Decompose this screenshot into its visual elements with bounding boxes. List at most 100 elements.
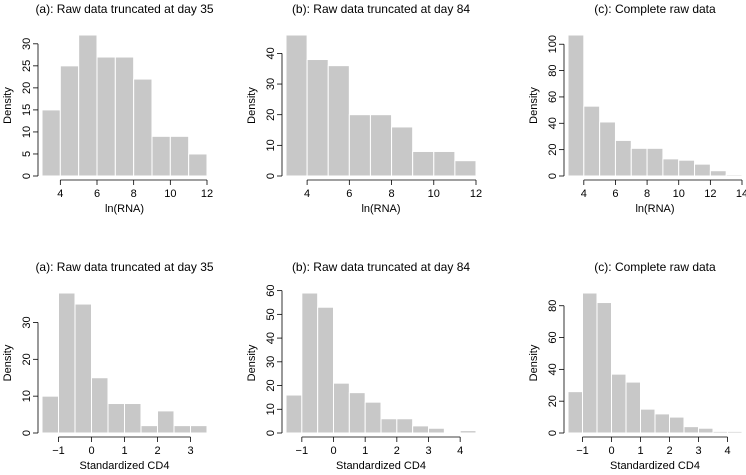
histogram-bar (380, 418, 398, 434)
y-tick-label: 60 (265, 285, 277, 297)
y-axis-label: Density (246, 87, 258, 124)
histogram-bar (725, 174, 743, 177)
y-tick-label: 50 (265, 308, 277, 320)
histogram-bar (654, 413, 670, 434)
histogram-bar (151, 135, 171, 177)
histogram-bar (169, 135, 190, 177)
x-tick-label: 0 (608, 445, 614, 457)
y-axis-label: Density (2, 87, 14, 124)
y-tick-label: 80 (547, 300, 559, 312)
histogram-bar (133, 78, 153, 177)
x-tick-label: 0 (88, 445, 94, 457)
histogram-bar (412, 150, 435, 177)
x-tick-label: 8 (644, 188, 650, 200)
x-tick-label: 3 (425, 445, 431, 457)
histogram-bar (285, 34, 308, 177)
x-tick-label: 1 (121, 445, 127, 457)
chart-title: (c): Complete raw data (594, 260, 716, 274)
y-tick-label: 25 (21, 60, 33, 72)
histogram-bar (567, 34, 585, 177)
histogram-bar (583, 105, 601, 177)
x-tick-label: 10 (428, 188, 440, 200)
histogram-bar (364, 401, 382, 434)
y-tick-label: 20 (265, 379, 277, 391)
y-tick-label: 30 (21, 316, 33, 328)
y-tick-label: 20 (265, 109, 277, 121)
y-tick-label: 5 (21, 151, 33, 157)
histogram-bar (96, 56, 116, 177)
x-tick-label: 2 (394, 445, 400, 457)
histogram-bar (140, 425, 158, 434)
x-tick-label: 2 (666, 445, 672, 457)
histogram-bar (107, 403, 125, 434)
histogram-bar (428, 427, 445, 434)
histogram-bar (327, 65, 350, 177)
y-tick-label: 0 (21, 430, 33, 436)
histogram-panel-1: 4 6 8 10 12 0 5 10 15 20 25 30 (a): Raw data truncat… (2, 2, 214, 215)
histogram-panel-2: 4 6 8 10 12 0 10 20 30 40 (b): Raw data truncated … (246, 2, 482, 215)
histogram-bar (369, 114, 393, 177)
chart-title: (c): Complete raw data (594, 2, 716, 16)
chart-title: (a): Raw data truncated at day 35 (35, 2, 213, 16)
y-tick-label: 100 (547, 35, 559, 53)
histogram-bar (611, 373, 627, 434)
x-tick-label: 0 (330, 445, 336, 457)
y-tick-label: 20 (547, 144, 559, 156)
histogram-bar (694, 163, 711, 177)
histogram-bar (646, 147, 664, 177)
y-tick-label: 30 (21, 38, 33, 50)
histogram-bar (433, 150, 456, 177)
histogram-bar (599, 121, 616, 177)
y-tick-label: 60 (547, 331, 559, 343)
y-tick-label: 40 (547, 363, 559, 375)
x-tick-label: 12 (201, 188, 213, 200)
y-axis-label: Density (528, 87, 540, 124)
x-tick-label: 8 (388, 188, 394, 200)
x-tick-label: 2 (154, 445, 160, 457)
histogram-bar (683, 426, 699, 434)
histogram-bar (190, 425, 208, 434)
y-tick-label: 60 (547, 91, 559, 103)
histogram-bar (459, 430, 477, 434)
x-tick-label: 1 (637, 445, 643, 457)
histogram-panel-3: 4 6 8 10 12 14 0 20 40 60 80 100 (c): Complete raw d… (528, 2, 746, 215)
histogram-bar (669, 416, 685, 434)
histogram-bar (678, 159, 696, 177)
x-tick-label: 12 (704, 188, 716, 200)
histogram-bar (74, 303, 92, 434)
x-tick-label: 6 (94, 188, 100, 200)
y-axis-label: Density (528, 344, 540, 381)
histogram-bar (301, 292, 319, 434)
x-axis-label: ln(RNA) (635, 203, 674, 215)
x-tick-label: 10 (673, 188, 685, 200)
x-tick-label: 4 (57, 188, 63, 200)
histogram-bar (124, 403, 142, 434)
y-tick-label: 30 (265, 356, 277, 368)
histogram-bar (59, 65, 80, 177)
x-tick-label: 12 (470, 188, 482, 200)
histogram-bar (285, 394, 303, 434)
histogram-bar (625, 381, 641, 434)
histogram-bar (391, 126, 414, 177)
histogram-bar (698, 427, 714, 434)
x-tick-label: 6 (612, 188, 618, 200)
x-axis-label: ln(RNA) (361, 203, 400, 215)
y-tick-label: 20 (21, 82, 33, 94)
histogram-bar (41, 395, 59, 434)
histogram-bar (662, 158, 680, 177)
x-tick-label: 4 (724, 445, 730, 457)
histogram-bar (317, 306, 334, 434)
x-tick-label: 14 (736, 188, 746, 200)
histogram-bar (78, 34, 98, 177)
histogram-bar (709, 170, 727, 177)
histogram-bar (41, 109, 61, 177)
histogram-bar (567, 391, 583, 434)
y-tick-label: 0 (265, 173, 277, 179)
y-tick-label: 80 (547, 64, 559, 76)
y-tick-label: 10 (21, 390, 33, 402)
x-tick-label: 10 (164, 188, 176, 200)
y-tick-label: 30 (265, 78, 277, 90)
x-tick-label: 4 (304, 188, 310, 200)
